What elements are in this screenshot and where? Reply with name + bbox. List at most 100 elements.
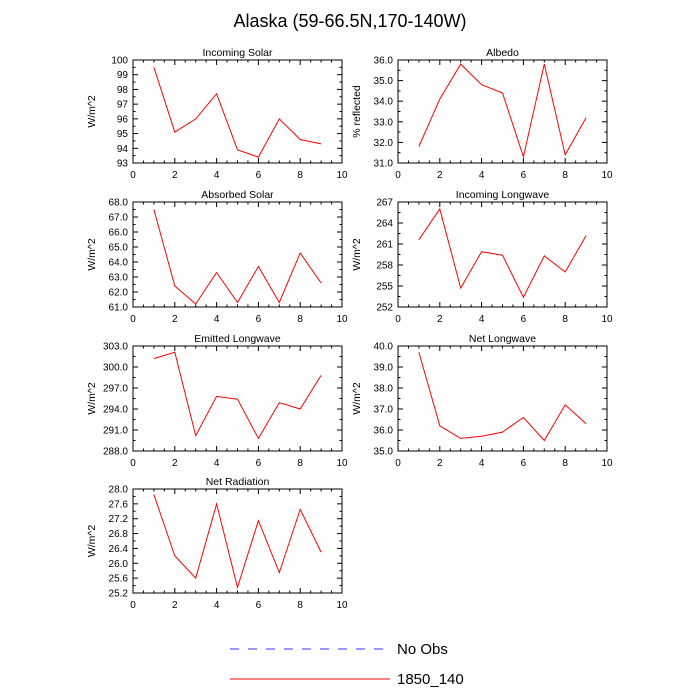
absorbed-solar-y-tick-label: 61.0 xyxy=(109,303,129,314)
incoming-solar-series-line-1850-140 xyxy=(153,67,322,158)
net-longwave-y-tick-label: 40.0 xyxy=(374,342,394,353)
albedo-x-tick-label: 6 xyxy=(521,170,527,181)
absorbed-solar-x-tick-label: 0 xyxy=(130,314,136,325)
albedo-y-tick-label: 32.0 xyxy=(374,138,394,149)
incoming-solar-x-tick-label: 8 xyxy=(297,170,303,181)
albedo-series-line-1850-140 xyxy=(418,63,587,159)
absorbed-solar-y-axis-label: W/m^2 xyxy=(86,238,98,271)
incoming-solar-y-tick-label: 94 xyxy=(117,144,129,155)
legend-item-no-obs: No Obs xyxy=(230,641,448,658)
net-radiation-x-tick-label: 2 xyxy=(172,600,178,611)
albedo-panel-title: Albedo xyxy=(486,47,519,59)
absorbed-solar-panel-title: Absorbed Solar xyxy=(201,189,274,201)
absorbed-solar-y-tick-label: 63.0 xyxy=(109,273,129,284)
emitted-longwave-x-tick-label: 4 xyxy=(214,458,220,469)
incoming-longwave-y-tick-label: 267 xyxy=(376,198,393,209)
absorbed-solar-series-line-1850-140 xyxy=(153,209,322,305)
emitted-longwave-y-tick-label: 297.0 xyxy=(103,384,128,395)
incoming-longwave-x-tick-label: 4 xyxy=(479,314,485,325)
net-longwave-y-tick-label: 37.0 xyxy=(374,405,394,416)
absorbed-solar-plot-frame xyxy=(132,201,343,308)
net-radiation-y-tick-label: 25.6 xyxy=(109,574,129,585)
legend: No Obs 1850_140 xyxy=(230,641,464,688)
net-radiation-panel-title: Net Radiation xyxy=(206,476,270,488)
absorbed-solar-y-tick-label: 64.0 xyxy=(109,258,129,269)
absorbed-solar-x-tick-label: 2 xyxy=(172,314,178,325)
absorbed-solar-y-tick-label: 67.0 xyxy=(109,213,129,224)
emitted-longwave-y-tick-label: 288.0 xyxy=(103,447,128,458)
albedo-x-tick-label: 0 xyxy=(395,170,401,181)
legend-item-1850-140: 1850_140 xyxy=(230,671,464,688)
emitted-longwave-y-axis-label: W/m^2 xyxy=(86,382,98,415)
incoming-solar-x-tick-label: 4 xyxy=(214,170,220,181)
incoming-solar-y-tick-label: 98 xyxy=(117,85,129,96)
net-longwave-y-tick-label: 38.0 xyxy=(374,384,394,395)
net-longwave-x-tick-label: 0 xyxy=(395,458,401,469)
emitted-longwave-x-tick-label: 8 xyxy=(297,458,303,469)
emitted-longwave-panel-title: Emitted Longwave xyxy=(194,333,281,345)
net-longwave-x-tick-label: 2 xyxy=(437,458,443,469)
net-longwave-y-tick-label: 35.0 xyxy=(374,447,394,458)
albedo-x-tick-label: 2 xyxy=(437,170,443,181)
net-radiation-y-tick-label: 25.2 xyxy=(109,589,129,600)
net-longwave-x-tick-label: 6 xyxy=(521,458,527,469)
legend-label-1850-140: 1850_140 xyxy=(397,671,464,688)
emitted-longwave-x-tick-label: 2 xyxy=(172,458,178,469)
net-longwave-panel-title: Net Longwave xyxy=(469,333,536,345)
incoming-solar-y-tick-label: 96 xyxy=(117,114,129,125)
net-radiation-panel: Net Radiation W/m^2 0 2 4 6 8 10 25.2 25.6 26.0 26.… xyxy=(86,476,348,611)
albedo-y-axis-label: % reflected xyxy=(351,85,363,138)
albedo-x-tick-label: 4 xyxy=(479,170,485,181)
emitted-longwave-y-tick-label: 303.0 xyxy=(103,342,128,353)
incoming-solar-x-tick-label: 6 xyxy=(256,170,262,181)
net-radiation-y-axis-label: W/m^2 xyxy=(86,525,98,558)
absorbed-solar-x-tick-label: 10 xyxy=(336,314,348,325)
absorbed-solar-x-tick-label: 6 xyxy=(256,314,262,325)
absorbed-solar-x-tick-label: 4 xyxy=(214,314,220,325)
emitted-longwave-x-tick-label: 6 xyxy=(256,458,262,469)
net-radiation-y-tick-label: 28.0 xyxy=(109,485,129,496)
incoming-longwave-series-line-1850-140 xyxy=(418,207,587,299)
albedo-x-tick-label: 10 xyxy=(601,170,613,181)
incoming-solar-y-tick-label: 97 xyxy=(117,100,129,111)
net-longwave-plot-frame xyxy=(397,345,608,452)
incoming-solar-y-tick-label: 100 xyxy=(111,56,128,67)
incoming-longwave-y-tick-label: 252 xyxy=(376,303,393,314)
incoming-solar-y-tick-label: 95 xyxy=(117,129,129,140)
incoming-solar-y-tick-label: 93 xyxy=(117,159,129,170)
emitted-longwave-panel: Emitted Longwave W/m^2 0 2 4 6 8 10 288.0 291.0 29… xyxy=(86,333,348,469)
net-longwave-x-tick-label: 4 xyxy=(479,458,485,469)
albedo-y-tick-label: 33.0 xyxy=(374,117,394,128)
incoming-solar-y-axis-label: W/m^2 xyxy=(86,95,98,128)
incoming-longwave-x-tick-label: 8 xyxy=(562,314,568,325)
net-longwave-y-tick-label: 39.0 xyxy=(374,363,394,374)
albedo-y-tick-label: 31.0 xyxy=(374,159,394,170)
albedo-y-tick-label: 35.0 xyxy=(374,76,394,87)
figure-title: Alaska (59-66.5N,170-140W) xyxy=(233,11,466,31)
albedo-x-tick-label: 8 xyxy=(562,170,568,181)
emitted-longwave-y-tick-label: 291.0 xyxy=(103,426,128,437)
absorbed-solar-panel: Absorbed Solar W/m^2 0 2 4 6 8 10 61.0 62.0 63.0 64… xyxy=(86,189,348,325)
absorbed-solar-x-tick-label: 8 xyxy=(297,314,303,325)
incoming-longwave-x-tick-label: 0 xyxy=(395,314,401,325)
emitted-longwave-x-tick-label: 10 xyxy=(336,458,348,469)
net-longwave-x-tick-label: 8 xyxy=(562,458,568,469)
incoming-solar-x-tick-label: 0 xyxy=(130,170,136,181)
absorbed-solar-y-tick-label: 62.0 xyxy=(109,288,129,299)
emitted-longwave-x-tick-label: 0 xyxy=(130,458,136,469)
incoming-solar-panel-title: Incoming Solar xyxy=(202,47,273,59)
incoming-longwave-y-tick-label: 258 xyxy=(376,261,393,272)
emitted-longwave-y-tick-label: 300.0 xyxy=(103,363,128,374)
net-radiation-x-tick-label: 8 xyxy=(297,600,303,611)
absorbed-solar-y-tick-label: 65.0 xyxy=(109,243,129,254)
net-radiation-y-tick-label: 26.0 xyxy=(109,559,129,570)
albedo-plot-frame xyxy=(397,59,608,164)
incoming-longwave-y-axis-label: W/m^2 xyxy=(351,238,363,271)
incoming-longwave-x-tick-label: 6 xyxy=(521,314,527,325)
emitted-longwave-y-tick-label: 294.0 xyxy=(103,405,128,416)
emitted-longwave-plot-frame xyxy=(132,345,343,452)
legend-label-no-obs: No Obs xyxy=(397,641,448,658)
incoming-solar-plot-frame xyxy=(132,59,343,164)
net-longwave-panel: Net Longwave W/m^2 0 2 4 6 8 10 35.0 36.0 37.0 38.0… xyxy=(351,333,613,469)
